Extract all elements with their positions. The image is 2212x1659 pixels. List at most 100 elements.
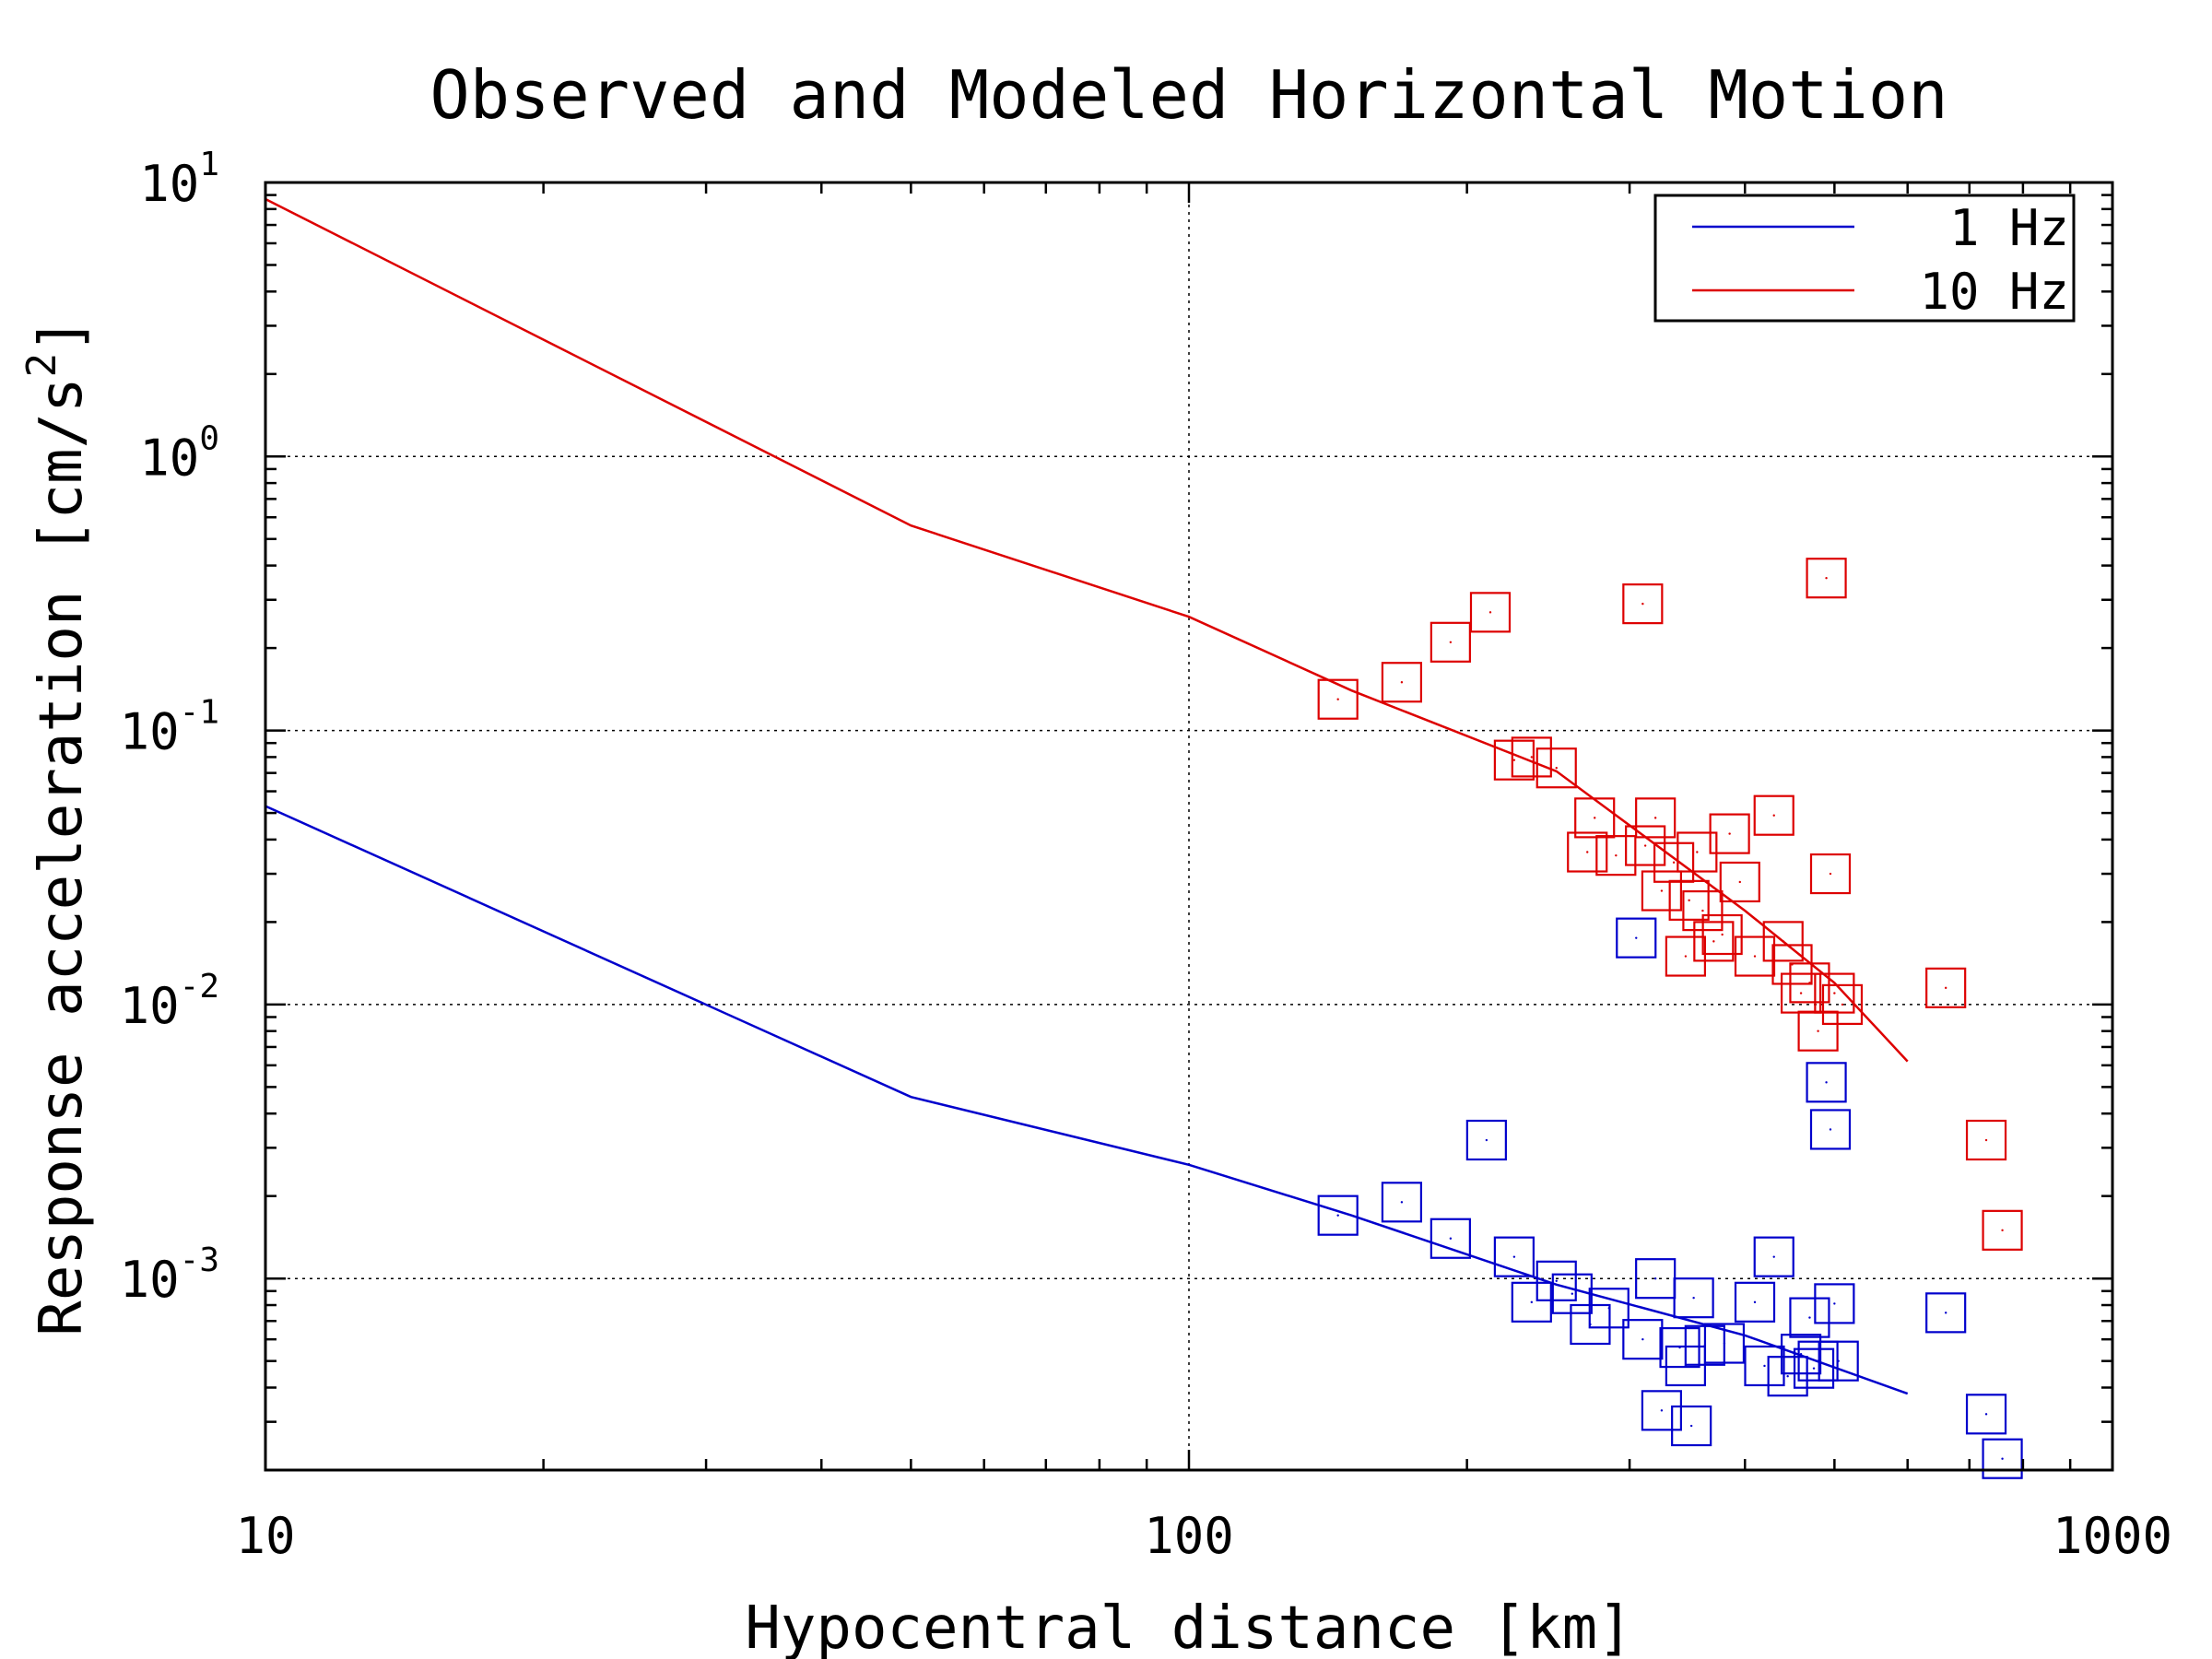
data-point-center	[1984, 1413, 1988, 1416]
data-point-center	[1641, 1337, 1644, 1341]
data-point-marker	[1665, 935, 1706, 977]
data-point-marker	[1493, 1236, 1535, 1277]
series-line-1hz	[265, 805, 1909, 1395]
x-tick-label: 10	[235, 1507, 295, 1565]
data-point-center	[1812, 1367, 1816, 1370]
data-point-center	[1772, 1255, 1775, 1258]
data-point-center	[1653, 1277, 1657, 1280]
data-point-marker	[1574, 797, 1616, 839]
data-point-marker	[1469, 592, 1512, 633]
data-point-center	[1607, 1307, 1610, 1310]
data-point-marker	[1511, 736, 1552, 778]
data-point-center	[1336, 698, 1339, 700]
data-point-marker	[1616, 917, 1657, 959]
data-point-marker	[1465, 1119, 1507, 1161]
data-point-marker	[1982, 1209, 2023, 1251]
data-point-center	[1701, 909, 1704, 912]
data-point-center	[1944, 1312, 1947, 1314]
data-point-marker	[1818, 1340, 1859, 1382]
data-point-marker	[1622, 1319, 1664, 1360]
data-point-marker	[1567, 831, 1608, 873]
data-point-marker	[1734, 935, 1776, 977]
data-point-marker	[1535, 1260, 1577, 1301]
data-point-center	[1586, 851, 1589, 853]
y-tick-label: 10-2	[120, 968, 219, 1035]
data-point-center	[1400, 681, 1404, 684]
data-point-center	[1555, 1279, 1558, 1283]
data-point-center	[1571, 1292, 1574, 1295]
data-point-marker	[1381, 662, 1423, 703]
data-point-marker	[1789, 962, 1830, 1004]
data-point-center	[1400, 1201, 1404, 1204]
legend: 1 Hz 10 Hz	[1653, 194, 2076, 323]
data-point-center	[1753, 955, 1757, 958]
data-point-marker	[1744, 1345, 1785, 1387]
data-point-center	[2001, 1457, 2004, 1460]
data-point-center	[1808, 982, 1811, 984]
data-point-center	[1763, 1364, 1766, 1368]
data-point-marker	[1381, 1182, 1423, 1223]
chart-title: Observed and Modeled Horizontal Motion	[429, 56, 1947, 134]
legend-box	[1653, 194, 2076, 323]
data-point-center	[1984, 1138, 1988, 1142]
data-point-marker	[1430, 1218, 1471, 1259]
data-point-marker	[1709, 813, 1750, 854]
data-point-marker	[1703, 1323, 1746, 1364]
series-line-10hz	[265, 197, 1909, 1063]
data-point-center	[1512, 1255, 1516, 1258]
data-point-center	[1728, 832, 1731, 835]
data-point-center	[1689, 1424, 1693, 1428]
data-point-center	[1782, 940, 1784, 943]
data-point-center	[1772, 814, 1775, 817]
data-point-center	[1837, 1359, 1840, 1362]
data-point-center	[1833, 992, 1836, 994]
data-point-marker	[1671, 1405, 1712, 1447]
data-point-center	[1530, 756, 1534, 759]
data-point-marker	[1965, 1119, 2007, 1161]
x-tick-label: 100	[1144, 1507, 1234, 1565]
data-point-center	[1635, 936, 1638, 939]
data-point-center	[1530, 1300, 1534, 1304]
data-point-marker	[1511, 1281, 1552, 1323]
grid-lines	[265, 182, 2112, 1470]
data-point-marker	[1814, 972, 1855, 1014]
data-point-center	[1944, 986, 1947, 990]
data-point-center	[1336, 1214, 1339, 1217]
data-point-center	[1723, 1342, 1726, 1345]
data-point-center	[1738, 880, 1741, 884]
data-point-center	[1449, 641, 1453, 644]
data-point-center	[1712, 940, 1715, 943]
x-axis-label: Hypocentral distance [km]	[745, 1594, 1632, 1659]
data-point-marker	[1693, 921, 1735, 962]
data-point-marker	[1635, 797, 1677, 839]
data-point-marker	[1668, 879, 1710, 921]
y-tick-label: 10-3	[120, 1241, 219, 1309]
data-point-marker	[1753, 1236, 1794, 1277]
data-point-marker	[1806, 1062, 1847, 1103]
data-point-center	[2001, 1229, 2004, 1232]
data-point-marker	[1673, 1277, 1714, 1319]
data-point-center	[1833, 1302, 1836, 1305]
data-point-center	[1643, 844, 1647, 847]
data-point-marker	[1535, 747, 1577, 789]
data-point-center	[1660, 889, 1664, 892]
data-point-marker	[1925, 967, 1967, 1008]
y-tick-label: 101	[139, 146, 219, 213]
data-point-center	[1817, 1030, 1819, 1032]
data-point-center	[1829, 1128, 1832, 1131]
data-point-center	[1615, 853, 1618, 857]
data-point-marker	[1622, 583, 1664, 625]
data-point-marker	[1814, 1283, 1855, 1324]
data-point-center	[1786, 1374, 1789, 1378]
plot-series	[265, 197, 2023, 1479]
tick-labels: 10 100 1000 101 100 10-1 10-2 10-3	[120, 146, 2172, 1565]
data-point-center	[1449, 1237, 1453, 1240]
data-point-marker	[1789, 1297, 1830, 1338]
data-point-center	[1660, 1409, 1664, 1412]
data-point-marker	[1317, 678, 1359, 720]
data-point-marker	[1734, 1281, 1776, 1323]
data-point-center	[1799, 992, 1803, 994]
data-point-marker	[1767, 1356, 1808, 1397]
data-point-marker	[1809, 853, 1852, 895]
data-point-center	[1696, 851, 1699, 853]
